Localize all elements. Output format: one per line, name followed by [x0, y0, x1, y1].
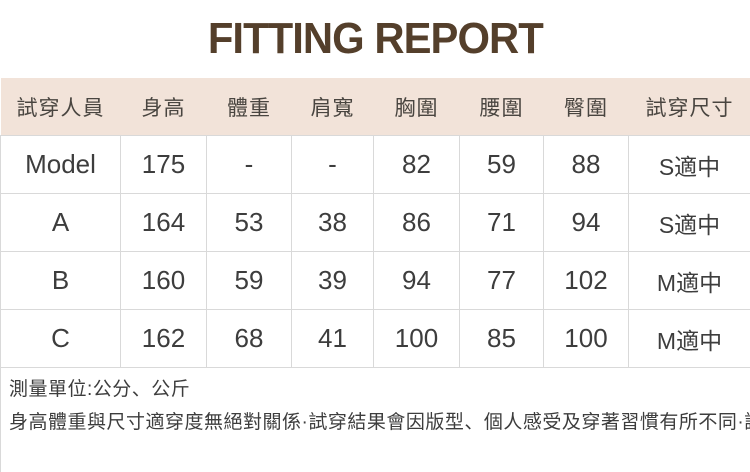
- table-cell: -: [206, 135, 292, 194]
- footnote: 測量單位:公分、公斤 身高體重與尺寸適穿度無絕對關係·試穿結果會因版型、個人感受…: [0, 367, 750, 472]
- table-row-b: B 160 59 39 94 77 102 M適中: [0, 251, 750, 310]
- column-header-fitting-size: 試穿尺寸: [628, 78, 750, 136]
- table-row-model: Model 175 - - 82 59 88 S適中: [0, 135, 750, 194]
- table-cell: 39: [291, 251, 374, 310]
- header-row: 試穿人員 身高 體重 肩寬 胸圍 腰圍 臀圍 試穿尺寸: [0, 78, 750, 136]
- table-cell: 94: [543, 193, 629, 252]
- table-cell: 100: [373, 309, 460, 368]
- table-cell: 162: [120, 309, 207, 368]
- table-cell: 68: [206, 309, 292, 368]
- table-cell: 100: [543, 309, 629, 368]
- column-header-chest: 胸圍: [373, 78, 460, 136]
- table-cell-size: S適中: [628, 135, 750, 194]
- table-cell: 59: [206, 251, 292, 310]
- column-header-height: 身高: [120, 78, 207, 136]
- table-row-a: A 164 53 38 86 71 94 S適中: [0, 193, 750, 252]
- table-cell: Model: [0, 135, 121, 194]
- footnote-units: 測量單位:公分、公斤: [9, 379, 191, 400]
- table-cell: 41: [291, 309, 374, 368]
- page-title-wrap: FITTING REPORT: [0, 0, 750, 78]
- table-cell: 85: [459, 309, 544, 368]
- table-cell: -: [291, 135, 374, 194]
- table-cell-size: S適中: [628, 193, 750, 252]
- table-cell: A: [0, 193, 121, 252]
- table-cell: 175: [120, 135, 207, 194]
- table-cell: 59: [459, 135, 544, 194]
- table-cell: 38: [291, 193, 374, 252]
- table-cell: 102: [543, 251, 629, 310]
- table-cell-size: M適中: [628, 251, 750, 310]
- column-header-shoulder: 肩寬: [291, 78, 374, 136]
- footnote-disclaimer: 身高體重與尺寸適穿度無絕對關係·試穿結果會因版型、個人感受及穿著習慣有所不同·試…: [9, 412, 750, 433]
- fitting-table: 試穿人員 身高 體重 肩寬 胸圍 腰圍 臀圍 試穿尺寸 Model 175 - …: [0, 78, 750, 472]
- footnote-row: 測量單位:公分、公斤 身高體重與尺寸適穿度無絕對關係·試穿結果會因版型、個人感受…: [0, 367, 750, 472]
- table-cell-size: M適中: [628, 309, 750, 368]
- table-cell: 77: [459, 251, 544, 310]
- table-cell: C: [0, 309, 121, 368]
- column-header-weight: 體重: [206, 78, 292, 136]
- page-title: FITTING REPORT: [207, 14, 543, 63]
- table-cell: 82: [373, 135, 460, 194]
- column-header-hip: 臀圍: [543, 78, 629, 136]
- table-row-c: C 162 68 41 100 85 100 M適中: [0, 309, 750, 368]
- table-cell: 88: [543, 135, 629, 194]
- table-cell: 94: [373, 251, 460, 310]
- table-cell: 86: [373, 193, 460, 252]
- column-header-tester: 試穿人員: [0, 78, 121, 136]
- table-cell: 164: [120, 193, 207, 252]
- table-cell: B: [0, 251, 121, 310]
- table-cell: 71: [459, 193, 544, 252]
- table-cell: 160: [120, 251, 207, 310]
- column-header-waist: 腰圍: [459, 78, 544, 136]
- table-cell: 53: [206, 193, 292, 252]
